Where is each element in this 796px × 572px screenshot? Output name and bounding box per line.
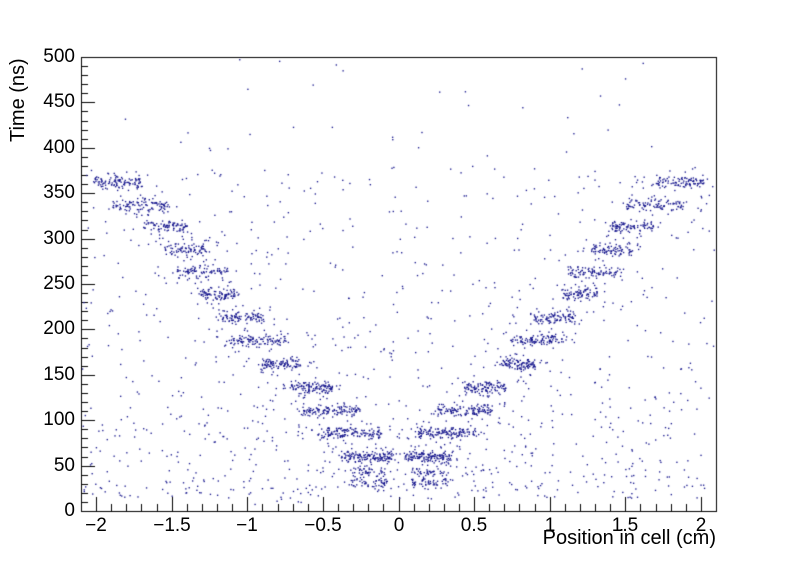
x-axis-title: Position in cell (cm): [542, 527, 716, 549]
y-tick-label: 300: [43, 228, 75, 249]
x-tick-label: 0: [393, 515, 405, 536]
y-tick-label: 200: [43, 318, 75, 339]
y-axis-title: Time (ns): [7, 58, 29, 142]
y-tick-label: 450: [43, 91, 75, 112]
y-tick-label: 350: [43, 182, 75, 203]
y-tick-label: 150: [43, 364, 75, 385]
y-tick-label: 50: [53, 455, 75, 476]
y-tick-label: 100: [43, 409, 75, 430]
y-tick-label: 400: [43, 137, 75, 158]
x-tick-label: 0.5: [460, 515, 488, 536]
x-tick-label: −0.5: [304, 515, 342, 536]
x-tick-label: 2: [695, 515, 707, 536]
y-tick-label: 0: [64, 500, 75, 521]
y-tick-label: 500: [43, 46, 75, 67]
x-tick-label: 1: [544, 515, 556, 536]
y-tick-label: 250: [43, 273, 75, 294]
x-tick-label: 1.5: [611, 515, 639, 536]
x-tick-label: −2: [85, 515, 107, 536]
x-tick-label: −1.5: [153, 515, 191, 536]
x-tick-label: −1: [236, 515, 258, 536]
